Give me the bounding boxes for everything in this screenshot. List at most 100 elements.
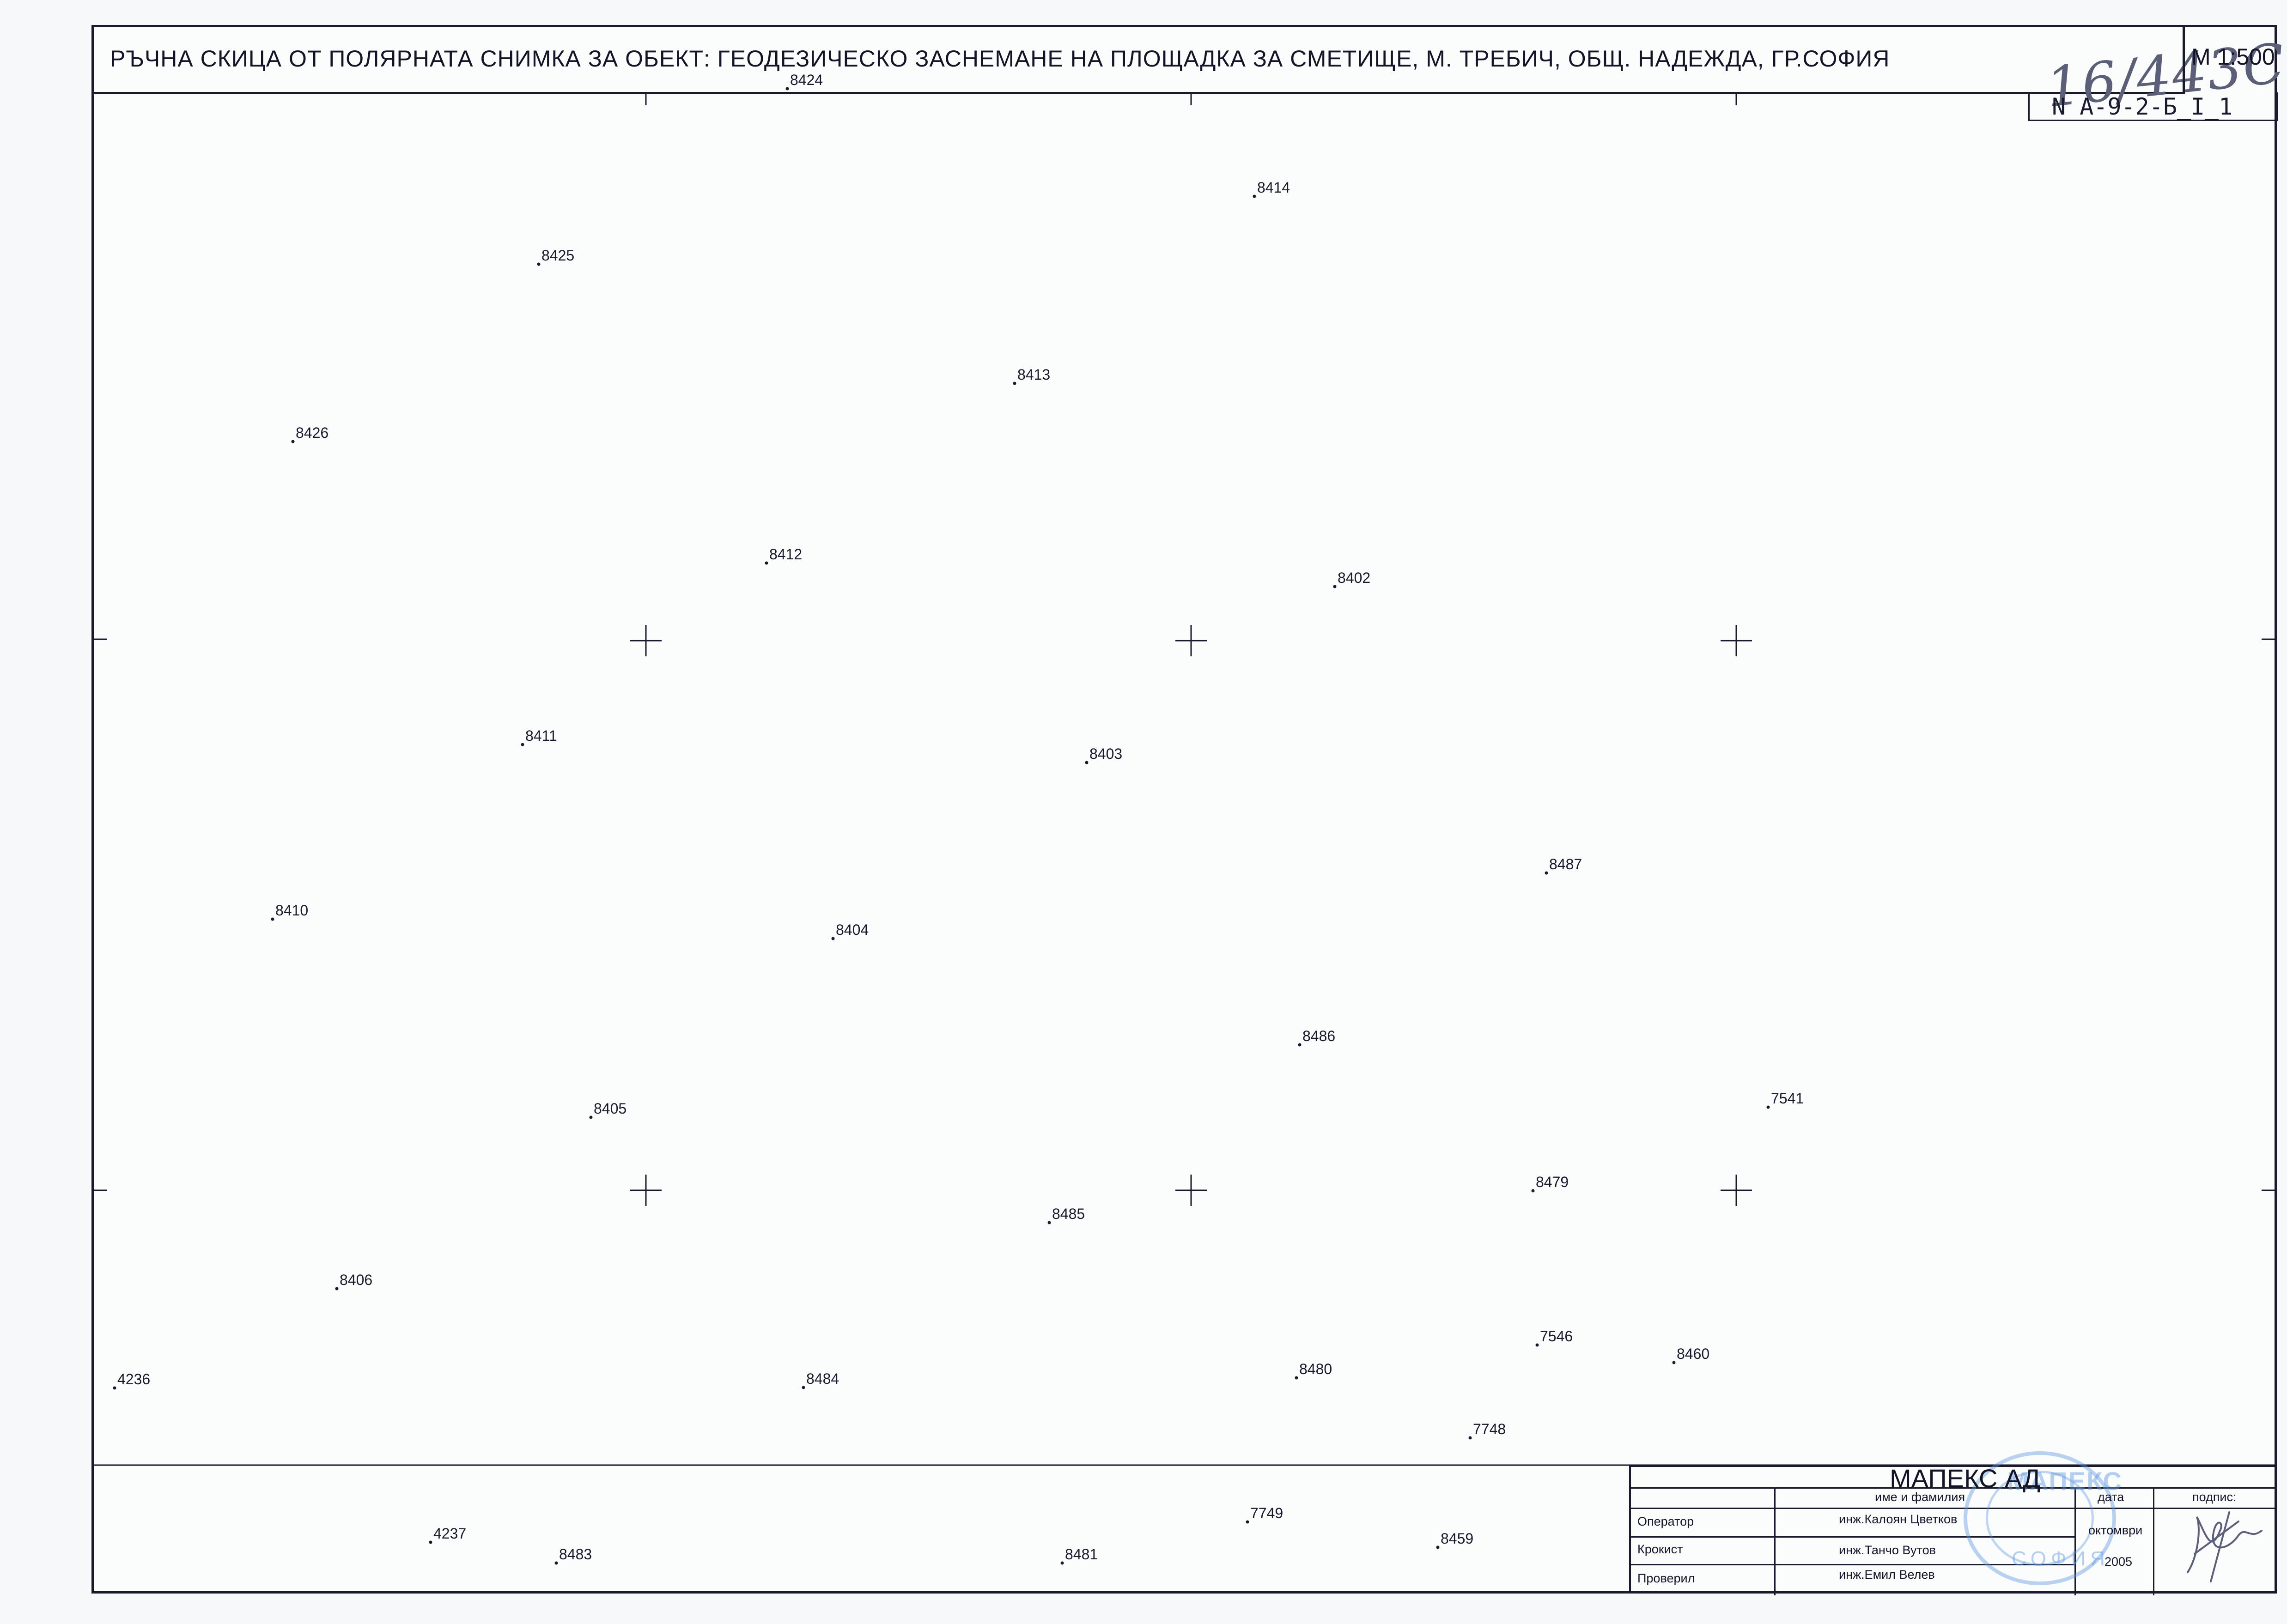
survey-point-dot <box>1246 1520 1249 1524</box>
survey-point: 8402 <box>1333 570 1370 588</box>
map-frame <box>91 25 2277 1594</box>
survey-point-dot <box>335 1287 339 1291</box>
survey-point: 8405 <box>589 1100 626 1119</box>
survey-point-dot <box>1060 1561 1064 1565</box>
survey-point: 8487 <box>1545 856 1582 875</box>
survey-point-dot <box>1468 1436 1472 1440</box>
company-name: МАПЕКС АД <box>1890 1464 2041 1493</box>
title-block-divider <box>1631 1536 2074 1538</box>
survey-point-dot <box>765 561 768 565</box>
survey-point-label: 4236 <box>117 1371 150 1388</box>
grid-layer <box>94 94 2275 1466</box>
survey-point-label: 8410 <box>275 902 308 919</box>
survey-point-label: 8460 <box>1677 1345 1709 1362</box>
survey-point-label: 7546 <box>1540 1328 1573 1345</box>
survey-point: 8414 <box>1253 179 1290 198</box>
scale-label: М 1:500 <box>2191 44 2275 70</box>
column-header-date: дата <box>2098 1490 2124 1504</box>
survey-point-label: 8459 <box>1441 1530 1473 1547</box>
survey-point: 8424 <box>785 72 823 91</box>
survey-point-label: 7541 <box>1771 1090 1804 1107</box>
survey-point: 8412 <box>765 546 802 565</box>
survey-point: 8404 <box>831 921 869 940</box>
title-block-divider <box>1631 1487 2277 1489</box>
survey-point-label: 8486 <box>1302 1028 1335 1044</box>
survey-point-dot <box>554 1561 558 1565</box>
survey-point-label: 8402 <box>1338 570 1370 586</box>
survey-point-label: 4237 <box>433 1525 466 1542</box>
survey-point-dot <box>1766 1105 1770 1109</box>
survey-point-label: 8479 <box>1536 1174 1569 1190</box>
survey-point-dot <box>589 1115 593 1119</box>
survey-point-dot <box>831 937 835 940</box>
survey-point-label: 8426 <box>296 424 328 441</box>
survey-point: 8479 <box>1531 1174 1569 1193</box>
survey-point: 8459 <box>1436 1530 1473 1549</box>
survey-point: 4236 <box>113 1371 150 1390</box>
role-label: Проверил <box>1637 1571 1695 1585</box>
survey-point-label: 8424 <box>790 72 823 88</box>
survey-point-dot <box>1013 382 1016 385</box>
survey-point-label: 8487 <box>1549 856 1582 873</box>
survey-point-dot <box>1672 1361 1676 1364</box>
survey-point-dot <box>1047 1221 1051 1224</box>
column-header-signature: подпис: <box>2192 1490 2237 1504</box>
survey-point-label: 8403 <box>1089 745 1122 762</box>
survey-point-dot <box>429 1540 432 1544</box>
survey-point: 8411 <box>521 727 557 746</box>
survey-point-label: 8414 <box>1257 179 1290 196</box>
survey-point: 7749 <box>1246 1505 1283 1524</box>
person-name: инж.Калоян Цветков <box>1839 1512 1958 1526</box>
survey-point-dot <box>271 917 274 921</box>
survey-point-label: 8411 <box>525 727 557 744</box>
survey-point-label: 8412 <box>769 546 802 563</box>
survey-point: 8413 <box>1013 366 1050 385</box>
survey-point-label: 8485 <box>1052 1206 1085 1222</box>
map-title: РЪЧНА СКИЦА ОТ ПОЛЯРНАТА СНИМКА ЗА ОБЕКТ… <box>110 46 1890 72</box>
survey-point-label: 8483 <box>559 1546 592 1563</box>
survey-point-label: 8406 <box>340 1272 372 1288</box>
sheet-number: N A-9-2-Б_I_1 <box>2052 93 2233 120</box>
points-layer: 8424 8414 8425 8413 8426 8412 8402 8411 8403 8487… <box>113 72 1804 1565</box>
survey-point-dot <box>1436 1545 1440 1549</box>
survey-point: 8403 <box>1085 745 1122 764</box>
stamp-text: МАПЕКС <box>2007 1466 2123 1496</box>
survey-point-dot <box>1253 194 1256 198</box>
survey-point-dot <box>1333 585 1337 588</box>
survey-point: 8484 <box>802 1370 839 1389</box>
title-block-divider <box>1631 1564 2074 1565</box>
title-block: МАПЕКС СОФИЯ МАПЕКС АД име и фамилия дат… <box>1629 1451 2277 1595</box>
stamp-inner-ring <box>1986 1471 2094 1566</box>
survey-point-label: 8481 <box>1065 1546 1098 1563</box>
survey-point-dot <box>291 440 295 443</box>
survey-point: 7748 <box>1468 1421 1506 1440</box>
survey-point: 7546 <box>1535 1328 1573 1347</box>
survey-point-label: 8405 <box>594 1100 626 1117</box>
column-header-name: име и фамилия <box>1875 1490 1965 1504</box>
date-year: 2005 <box>2105 1555 2133 1569</box>
company-stamp: МАПЕКС СОФИЯ <box>1964 1451 2122 1585</box>
survey-point-label: 8413 <box>1017 366 1050 383</box>
survey-point-label: 8484 <box>806 1370 839 1387</box>
survey-point: 8485 <box>1047 1206 1085 1224</box>
survey-point-dot <box>785 87 789 91</box>
survey-point-dot <box>1535 1343 1539 1347</box>
survey-point: 8410 <box>271 902 308 921</box>
survey-point: 8483 <box>554 1546 592 1565</box>
survey-point: 8481 <box>1060 1546 1098 1565</box>
person-name: инж.Танчо Вутов <box>1839 1543 1936 1557</box>
survey-point: 8406 <box>335 1272 372 1291</box>
survey-point: 8426 <box>291 424 328 443</box>
survey-point-dot <box>1531 1189 1535 1193</box>
survey-point: 8480 <box>1295 1361 1332 1380</box>
title-block-divider <box>1631 1508 2277 1509</box>
survey-point-label: 7748 <box>1473 1421 1506 1437</box>
survey-point: 8425 <box>537 247 574 266</box>
survey-point: 7541 <box>1766 1090 1804 1109</box>
scale-box: М 1:500 <box>2183 25 2277 94</box>
title-bar: РЪЧНА СКИЦА ОТ ПОЛЯРНАТА СНИМКА ЗА ОБЕКТ… <box>91 25 2287 120</box>
survey-point-dot <box>537 262 541 266</box>
survey-point: 8460 <box>1672 1345 1709 1364</box>
person-name: инж.Емил Велев <box>1839 1568 1935 1582</box>
